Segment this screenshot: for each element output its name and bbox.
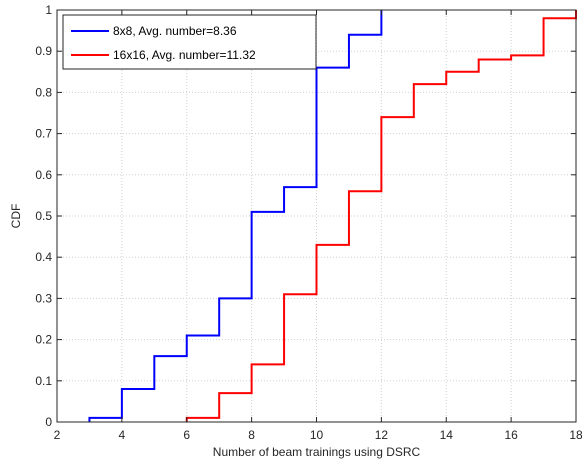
x-tick-label: 6 xyxy=(183,428,190,442)
legend-entry-label: 8x8, Avg. number=8.36 xyxy=(113,24,237,38)
y-tick-label: 0.4 xyxy=(35,250,52,264)
series-layer xyxy=(88,10,577,422)
y-tick-label: 0 xyxy=(45,415,52,429)
series-line-1 xyxy=(88,10,383,422)
y-tick-label: 0.9 xyxy=(35,44,52,58)
x-tick-label: 8 xyxy=(248,428,255,442)
legend-box xyxy=(62,14,317,70)
y-tick-label: 0.5 xyxy=(35,209,52,223)
x-tick-label: 2 xyxy=(54,428,61,442)
legend-entry-label: 16x16, Avg. number=11.32 xyxy=(113,48,256,62)
x-tick-label: 18 xyxy=(569,428,583,442)
x-tick-label: 14 xyxy=(440,428,454,442)
axis-ticks: 2 4 6 8 10 12 14 16 18 0 0.1 0.2 0.3 0.4 0.5 0.6 0.7 0.8 0… xyxy=(35,3,583,442)
series-line-2 xyxy=(185,10,577,422)
y-tick-label: 0.6 xyxy=(35,168,52,182)
y-axis-label: CDF xyxy=(9,204,23,229)
y-tick-label: 0.7 xyxy=(35,127,52,141)
y-tick-label: 0.1 xyxy=(35,374,52,388)
y-tick-label: 1 xyxy=(45,3,52,17)
x-tick-label: 12 xyxy=(375,428,389,442)
x-tick-label: 16 xyxy=(504,428,518,442)
x-tick-label: 10 xyxy=(310,428,324,442)
x-axis-label: Number of beam trainings using DSRC xyxy=(213,445,421,459)
x-tick-label: 4 xyxy=(119,428,126,442)
y-tick-label: 0.8 xyxy=(35,85,52,99)
y-tick-label: 0.2 xyxy=(35,333,52,347)
y-tick-label: 0.3 xyxy=(35,291,52,305)
legend: 8x8, Avg. number=8.36 16x16, Avg. number=… xyxy=(62,14,317,70)
